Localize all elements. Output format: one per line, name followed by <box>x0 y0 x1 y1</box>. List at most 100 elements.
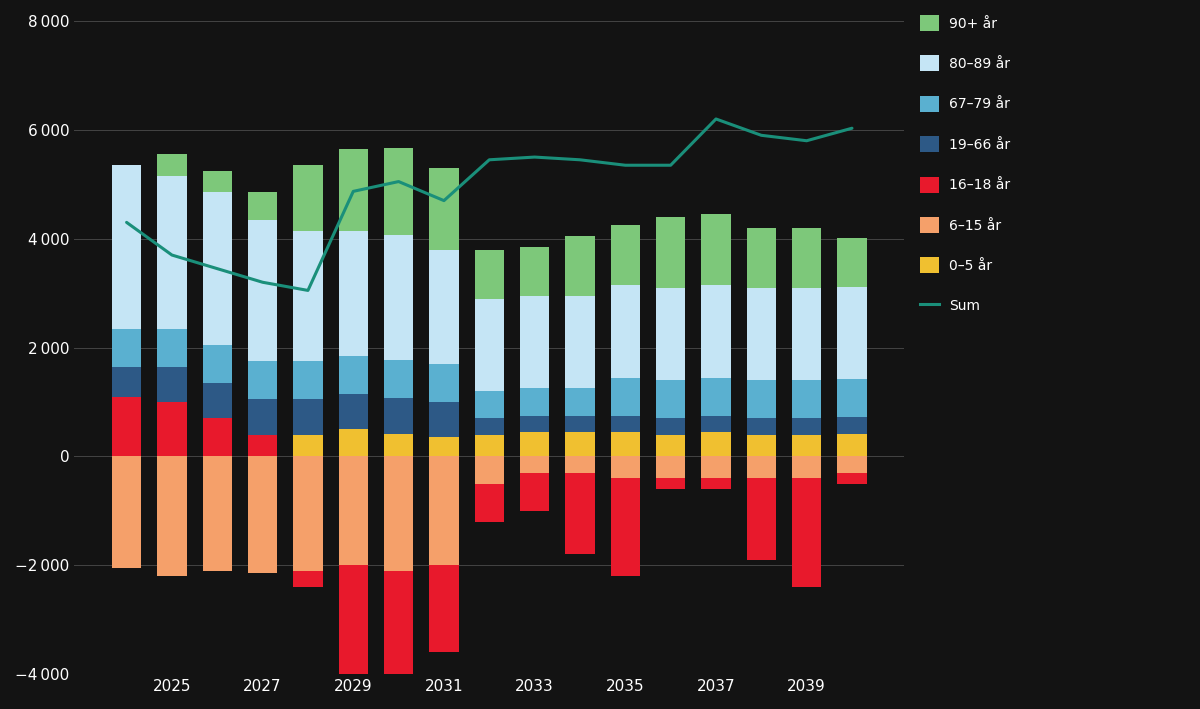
Bar <box>792 457 821 478</box>
Bar <box>520 473 550 511</box>
Bar <box>701 432 731 457</box>
Bar <box>157 155 187 176</box>
Bar <box>656 457 685 478</box>
Bar <box>746 478 776 560</box>
Bar <box>520 389 550 415</box>
Bar <box>656 288 685 380</box>
Bar <box>838 286 866 379</box>
Bar <box>701 415 731 432</box>
Bar <box>746 457 776 478</box>
Bar <box>701 457 731 478</box>
Bar <box>520 247 550 296</box>
Bar <box>565 432 595 457</box>
Bar <box>293 361 323 399</box>
Bar <box>701 377 731 415</box>
Bar <box>565 296 595 389</box>
Bar <box>746 418 776 435</box>
Bar <box>112 396 142 457</box>
Bar <box>701 478 731 489</box>
Bar <box>565 236 595 296</box>
Bar <box>430 437 458 457</box>
Bar <box>338 149 368 230</box>
Bar <box>611 457 640 478</box>
Bar <box>203 457 232 571</box>
Bar <box>203 345 232 383</box>
Bar <box>384 147 413 235</box>
Bar <box>611 432 640 457</box>
Bar <box>565 457 595 473</box>
Bar <box>701 285 731 377</box>
Bar <box>338 393 368 429</box>
Bar <box>520 296 550 389</box>
Bar <box>293 399 323 435</box>
Bar <box>611 415 640 432</box>
Bar <box>656 380 685 418</box>
Bar <box>520 457 550 473</box>
Bar <box>474 435 504 457</box>
Bar <box>157 176 187 328</box>
Bar <box>565 389 595 415</box>
Bar <box>474 391 504 418</box>
Bar <box>792 435 821 457</box>
Bar <box>112 367 142 396</box>
Bar <box>430 364 458 402</box>
Bar <box>157 367 187 402</box>
Bar <box>248 220 277 361</box>
Bar <box>792 288 821 380</box>
Bar <box>293 435 323 457</box>
Bar <box>611 377 640 415</box>
Bar <box>520 432 550 457</box>
Bar <box>746 288 776 380</box>
Bar <box>430 402 458 437</box>
Bar <box>112 165 142 328</box>
Bar <box>248 457 277 574</box>
Bar <box>384 434 413 457</box>
Bar <box>338 429 368 457</box>
Legend: 90+ år, , 80–89 år, , 67–79 år, , 19–66 år, , 16–18 år, , 6–15 år, , 0–5 år, , S: 90+ år, , 80–89 år, , 67–79 år, , 19–66 … <box>919 15 1010 314</box>
Bar <box>746 228 776 288</box>
Bar <box>384 360 413 398</box>
Bar <box>430 565 458 652</box>
Bar <box>157 328 187 367</box>
Bar <box>203 171 232 192</box>
Bar <box>838 457 866 473</box>
Bar <box>112 457 142 568</box>
Bar <box>338 356 368 393</box>
Bar <box>203 383 232 418</box>
Bar <box>338 457 368 565</box>
Bar <box>430 457 458 565</box>
Bar <box>293 165 323 230</box>
Bar <box>203 418 232 457</box>
Bar <box>520 415 550 432</box>
Bar <box>474 484 504 522</box>
Bar <box>112 328 142 367</box>
Bar <box>701 214 731 285</box>
Bar <box>384 571 413 709</box>
Bar <box>656 217 685 288</box>
Bar <box>384 398 413 434</box>
Bar <box>157 457 187 576</box>
Bar <box>611 225 640 285</box>
Bar <box>838 238 866 286</box>
Bar <box>656 418 685 435</box>
Bar <box>384 457 413 571</box>
Bar <box>157 402 187 457</box>
Bar <box>248 192 277 220</box>
Bar <box>474 457 504 484</box>
Bar <box>474 298 504 391</box>
Bar <box>430 250 458 364</box>
Bar <box>338 230 368 356</box>
Bar <box>248 435 277 457</box>
Bar <box>746 435 776 457</box>
Bar <box>746 380 776 418</box>
Bar <box>293 230 323 361</box>
Bar <box>838 379 866 417</box>
Bar <box>565 473 595 554</box>
Bar <box>474 418 504 435</box>
Bar <box>656 478 685 489</box>
Bar <box>430 168 458 250</box>
Bar <box>338 565 368 709</box>
Bar <box>838 417 866 434</box>
Bar <box>203 192 232 345</box>
Bar <box>293 457 323 571</box>
